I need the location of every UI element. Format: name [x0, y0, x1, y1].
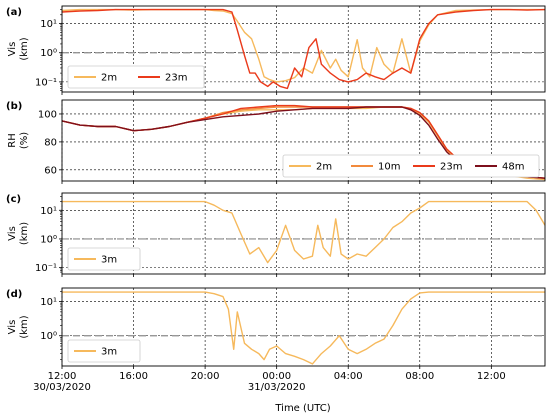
- y-axis-label: Vis: [7, 226, 18, 241]
- x-tick-label: 30/03/2020: [33, 382, 91, 393]
- y-tick-label: 80: [44, 137, 57, 148]
- legend-entry: 2m: [316, 162, 332, 173]
- legend: 3m: [67, 339, 141, 363]
- axes-frame: [61, 287, 546, 367]
- panel-label: (d): [6, 289, 22, 300]
- axes-frame: [61, 99, 546, 182]
- panel-label: (c): [6, 194, 21, 205]
- legend-entry: 2m: [101, 73, 117, 84]
- y-axis-label: Vis: [7, 42, 18, 57]
- x-tick-label: 31/03/2020: [248, 382, 306, 393]
- axes-frame: [61, 5, 546, 93]
- legend: 2m 10m 23m 48m: [282, 154, 540, 178]
- x-tick-label: 08:00: [405, 371, 434, 382]
- x-tick-label: 16:00: [119, 371, 148, 382]
- legend-entry: 48m: [502, 162, 524, 173]
- y-tick-label: 10¹: [40, 297, 57, 308]
- legend-entry: 3m: [101, 255, 117, 266]
- y-axis-label: (km): [19, 315, 30, 338]
- y-axis-label: RH: [7, 133, 18, 147]
- panel-b: 60 80 100 (b) RH (%) 2m 10m 23m 48m: [6, 99, 546, 184]
- y-axis-label: Vis: [7, 320, 18, 335]
- series-line-23m: [62, 8, 545, 90]
- y-tick-label: 10⁰: [40, 48, 57, 59]
- y-tick-label: 10⁻¹: [35, 77, 57, 88]
- x-tick-label: 00:00: [262, 371, 291, 382]
- legend: 2m 23m: [67, 65, 205, 89]
- y-tick-label: 100: [38, 109, 57, 120]
- y-axis-label: (km): [19, 222, 30, 245]
- legend-entry: 10m: [378, 162, 400, 173]
- y-tick-label: 10¹: [40, 19, 57, 30]
- x-tick-label: 20:00: [191, 371, 220, 382]
- y-tick-label: 10¹: [40, 206, 57, 217]
- y-tick-label: 10⁰: [40, 234, 57, 245]
- x-tick-label: 04:00: [334, 371, 363, 382]
- panel-a: 10⁻¹ 10⁰ 10¹ (a) Vis (km) 2m 23m: [6, 5, 546, 95]
- legend: 3m: [67, 247, 141, 271]
- legend-entry: 3m: [101, 347, 117, 358]
- x-axis-label: Time (UTC): [274, 403, 330, 414]
- y-tick-label: 10⁻¹: [35, 263, 57, 274]
- x-tick-label: 12:00: [48, 371, 77, 382]
- axes-frame: [61, 192, 546, 275]
- panel-c: 10⁻¹ 10⁰ 10¹ (c) Vis (km) 3m: [6, 192, 546, 277]
- panel-label: (b): [6, 101, 22, 112]
- y-axis-label: (%): [19, 132, 30, 149]
- panel-d: 10⁰ 10¹ (d) Vis (km) 3m: [6, 287, 546, 369]
- panel-label: (a): [6, 7, 22, 18]
- x-tick-label: 12:00: [477, 371, 506, 382]
- y-tick-label: 10⁰: [40, 331, 57, 342]
- series-line-3m: [62, 291, 545, 365]
- y-axis-label: (km): [19, 37, 30, 60]
- y-tick-label: 60: [44, 165, 57, 176]
- legend-entry: 23m: [440, 162, 462, 173]
- series-line-3m: [62, 200, 545, 264]
- legend-entry: 23m: [165, 73, 187, 84]
